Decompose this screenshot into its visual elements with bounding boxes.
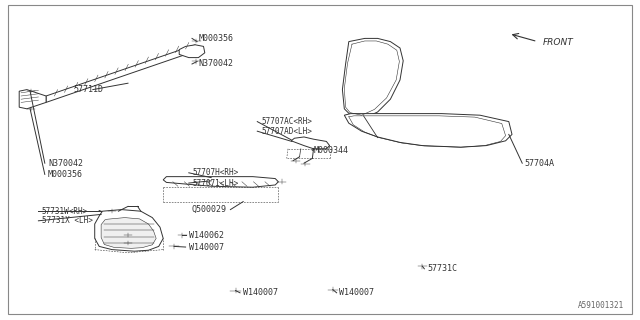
Text: W140007: W140007 <box>339 288 374 297</box>
Text: 57731W<RH>: 57731W<RH> <box>42 207 88 216</box>
Text: 57711D: 57711D <box>74 85 104 94</box>
Text: 57731X <LH>: 57731X <LH> <box>42 216 92 225</box>
Polygon shape <box>19 90 46 109</box>
Text: W140062: W140062 <box>189 231 224 240</box>
Text: M000356: M000356 <box>198 34 234 43</box>
Text: M000356: M000356 <box>48 170 83 179</box>
Text: W140007: W140007 <box>189 243 224 252</box>
Text: M000344: M000344 <box>314 146 349 155</box>
Text: N370042: N370042 <box>48 159 83 168</box>
Text: W140007: W140007 <box>243 288 278 297</box>
Polygon shape <box>344 114 512 147</box>
Polygon shape <box>46 45 195 102</box>
Polygon shape <box>101 218 156 248</box>
Text: 57707AD<LH>: 57707AD<LH> <box>261 127 312 136</box>
Text: N370042: N370042 <box>198 60 234 68</box>
Text: FRONT: FRONT <box>543 38 573 47</box>
Text: 57731C: 57731C <box>428 264 458 273</box>
Polygon shape <box>179 45 205 58</box>
Text: 57704A: 57704A <box>525 159 555 168</box>
Text: A591001321: A591001321 <box>578 301 624 310</box>
Polygon shape <box>163 177 278 187</box>
Text: 57707H<RH>: 57707H<RH> <box>192 168 238 177</box>
Polygon shape <box>95 210 163 251</box>
Text: Q500029: Q500029 <box>192 205 227 214</box>
Text: 577071<LH>: 577071<LH> <box>192 179 238 188</box>
Text: 57707AC<RH>: 57707AC<RH> <box>261 117 312 126</box>
Polygon shape <box>342 38 403 118</box>
Polygon shape <box>291 137 330 149</box>
